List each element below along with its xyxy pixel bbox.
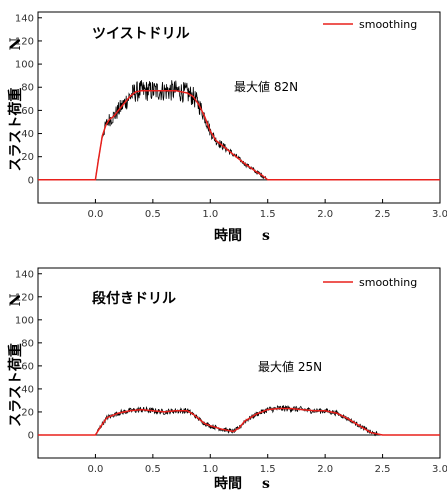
- x-tick-label: 1.0: [202, 209, 218, 220]
- max-value-annotation: 最大値 25N: [258, 359, 322, 374]
- y-tick-label: 80: [21, 338, 34, 349]
- chart-panel-1: 0 20 40 60 80 100 120 140 0.0 0.5 1.0 1.5 2.0 2.5 3.0 ス…: [7, 11, 447, 244]
- y-tick-label: 40: [21, 129, 34, 140]
- x-tick-label: 1.5: [260, 209, 276, 220]
- x-tick-label: 0.5: [145, 464, 161, 475]
- y-axis-unit: N: [8, 293, 24, 306]
- smoothing-series-line: [38, 89, 440, 181]
- y-tick-label: 120: [15, 292, 34, 303]
- y-tick-label: 140: [15, 13, 34, 24]
- y-tick-label: 60: [21, 106, 34, 117]
- legend-label: smoothing: [359, 276, 417, 289]
- y-tick-label: 20: [21, 152, 34, 163]
- y-tick-label: 80: [21, 83, 34, 94]
- plot-frame: [37, 267, 441, 459]
- chart-panel-2: 0 20 40 60 80 100 120 140 0.0 0.5 1.0 1.5 2.0 2.5 3.0 ス…: [7, 267, 447, 492]
- y-axis-unit: N: [8, 37, 24, 50]
- y-tick-label: 120: [15, 36, 34, 47]
- x-tick-label: 0.0: [87, 209, 103, 220]
- legend-label: smoothing: [359, 18, 417, 31]
- y-axis-label: スラスト荷重: [7, 88, 24, 172]
- chart-title: ツイストドリル: [92, 26, 190, 42]
- y-tick-label: 40: [21, 384, 34, 395]
- x-tick-label: 2.0: [317, 464, 333, 475]
- y-tick-label: 20: [21, 407, 34, 418]
- y-tick-label: 100: [15, 315, 34, 326]
- x-tick-label: 3.0: [432, 209, 447, 220]
- x-tick-label: 0.5: [145, 209, 161, 220]
- x-axis-unit: s: [262, 228, 270, 244]
- y-tick-label: 0: [28, 430, 34, 441]
- x-tick-label: 0.0: [87, 464, 103, 475]
- smoothing-series-line: [38, 407, 440, 436]
- max-value-annotation: 最大値 82N: [234, 79, 298, 94]
- y-tick-label: 100: [15, 60, 34, 71]
- x-tick-label: 3.0: [432, 464, 447, 475]
- y-axis-label: スラスト荷重: [7, 343, 24, 427]
- x-tick-label: 2.5: [375, 464, 391, 475]
- y-tick-label: 140: [15, 269, 34, 280]
- x-axis-unit: s: [262, 476, 270, 492]
- x-axis-label: 時間: [214, 227, 242, 244]
- chart-title: 段付きドリル: [92, 290, 176, 307]
- x-axis-label: 時間: [214, 475, 242, 492]
- x-tick-label: 1.0: [202, 464, 218, 475]
- y-tick-label: 0: [28, 175, 34, 186]
- x-tick-label: 2.0: [317, 209, 333, 220]
- x-tick-label: 2.5: [375, 209, 391, 220]
- x-tick-label: 1.5: [260, 464, 276, 475]
- plot-frame: [37, 11, 441, 204]
- y-tick-label: 60: [21, 361, 34, 372]
